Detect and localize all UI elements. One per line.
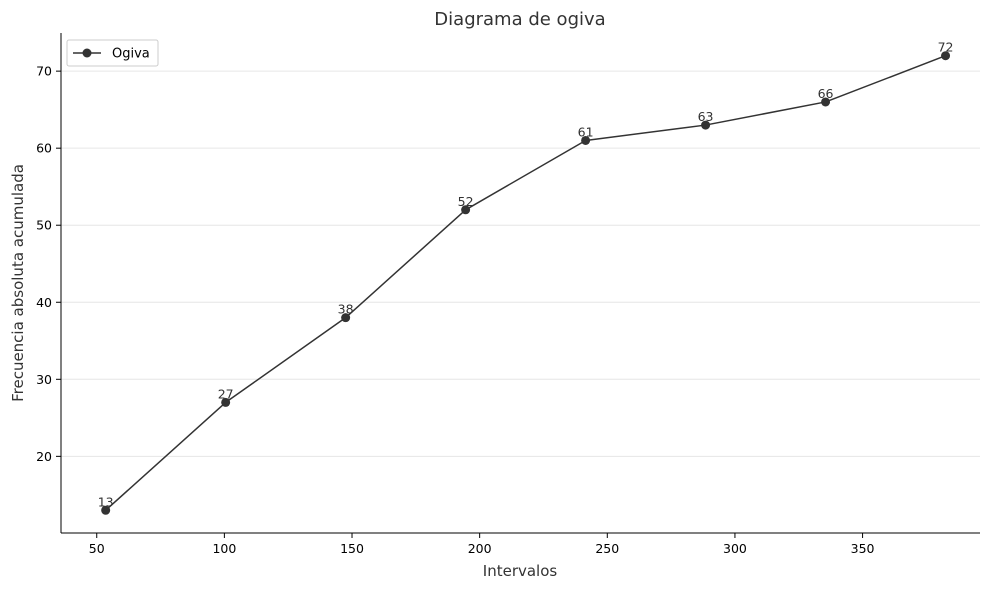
data-point-3 [461,205,471,215]
series-line-0 [105,55,946,511]
data-label-7: 72 [938,40,954,55]
chart-title: Diagrama de ogiva [434,9,605,30]
legend-box [66,39,159,67]
data-point-2 [341,313,351,323]
x-axis-label: Intervalos [483,562,558,580]
data-label-4: 61 [578,124,594,139]
data-label-6: 66 [818,86,834,101]
x-tick-label-200: 200 [468,541,492,556]
data-labels-layer: 13 27 38 52 61 63 66 72 [98,40,954,510]
data-label-2: 38 [338,302,354,317]
legend-marker-swatch [82,48,92,58]
axes-layer [60,33,980,534]
x-tick-label-50: 50 [89,541,105,556]
data-label-5: 63 [698,109,714,124]
data-point-7 [941,51,951,61]
data-point-5 [701,120,711,130]
legend-label-ogiva: Ogiva [112,47,150,62]
series-layer [101,51,951,515]
data-point-6 [821,97,831,107]
y-tick-label-60: 60 [36,141,52,156]
data-label-3: 52 [458,194,474,209]
data-label-1: 27 [218,386,234,401]
data-point-0 [101,505,111,515]
data-label-0: 13 [98,494,114,509]
y-tick-label-40: 40 [36,295,52,310]
x-tick-label-250: 250 [595,541,619,556]
grid-layer [61,70,980,457]
y-tick-label-20: 20 [36,449,52,464]
y-axis-label: Frecuencia absoluta acumulada [9,164,27,402]
ticks-layer: 50 100 150 200 250 300 350 20 30 40 50 60 70 [36,64,874,556]
y-tick-label-50: 50 [36,218,52,233]
data-point-1 [221,397,231,407]
y-tick-label-30: 30 [36,372,52,387]
y-tick-label-70: 70 [36,64,52,79]
legend: Ogiva [66,39,159,67]
x-tick-label-300: 300 [723,541,747,556]
x-tick-label-150: 150 [340,541,364,556]
x-tick-label-100: 100 [212,541,236,556]
data-point-4 [581,135,591,145]
x-tick-label-350: 350 [851,541,875,556]
